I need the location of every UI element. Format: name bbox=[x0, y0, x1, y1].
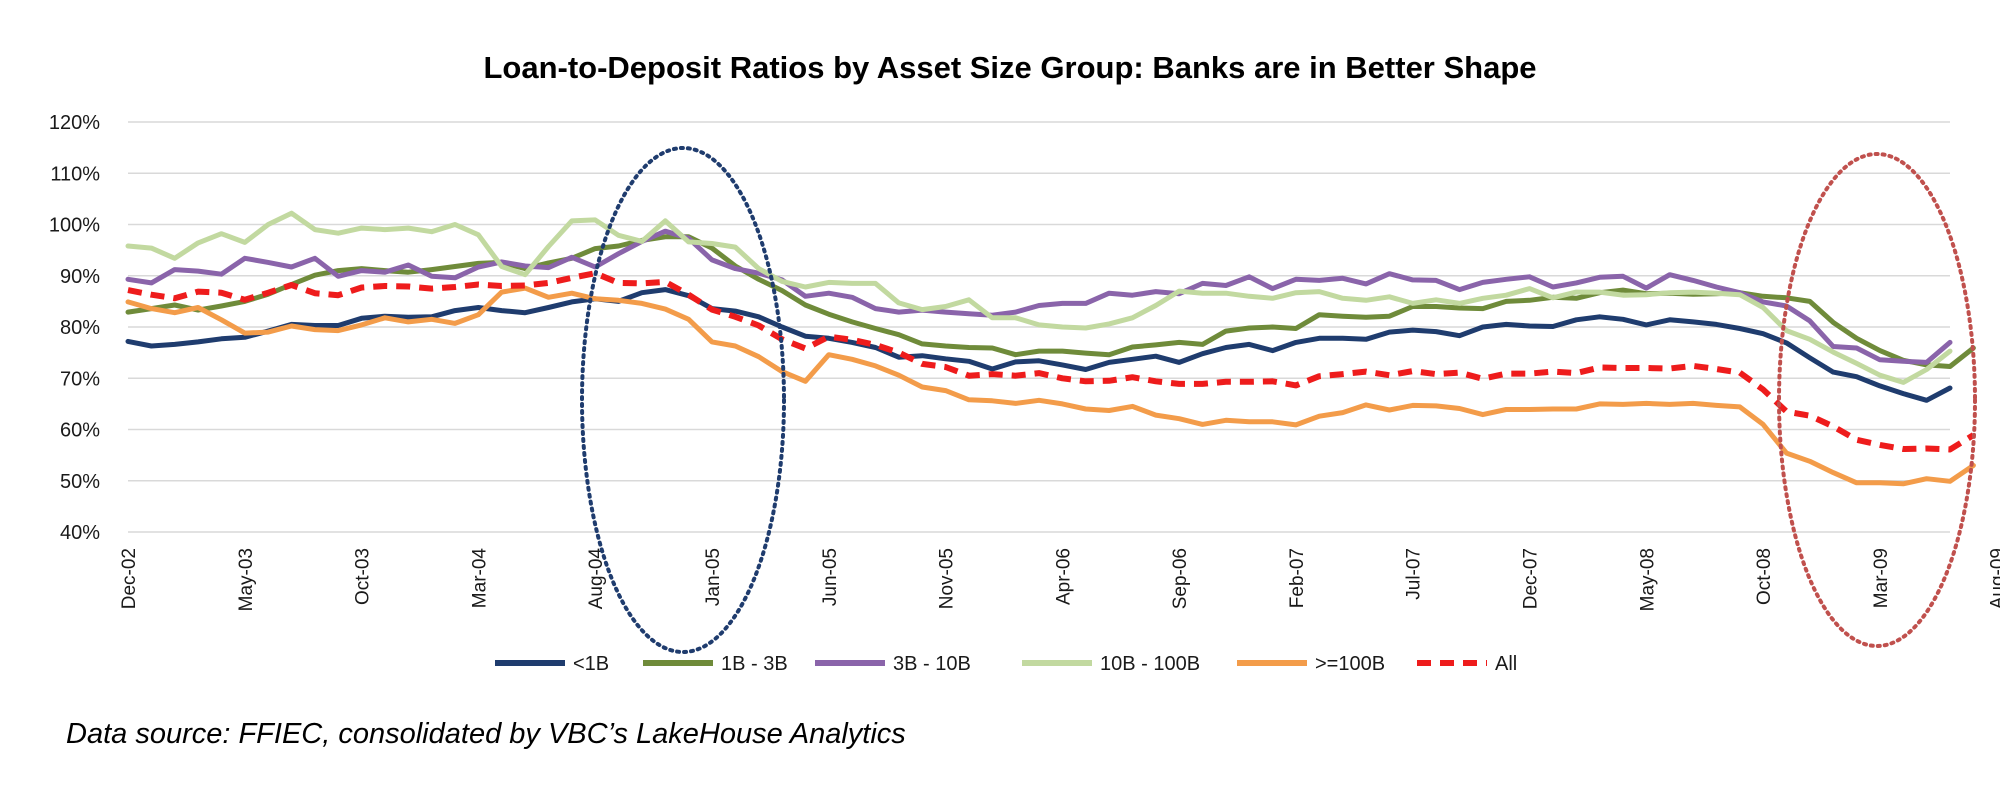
x-tick-label: Aug-04 bbox=[586, 548, 607, 610]
x-tick-label: Dec-02 bbox=[119, 548, 140, 609]
x-tick-label: Sep-06 bbox=[1170, 548, 1191, 609]
x-tick-label: Apr-06 bbox=[1053, 548, 1074, 605]
legend-label-b3to10: 3B - 10B bbox=[893, 653, 971, 675]
legend-label-ge100: >=100B bbox=[1315, 653, 1385, 675]
x-tick-label: Nov-05 bbox=[937, 548, 958, 609]
y-tick-label: 80% bbox=[60, 317, 100, 339]
y-tick-label: 100% bbox=[49, 215, 100, 237]
annotation-ellipse-2008 bbox=[580, 146, 786, 654]
x-tick-label: Feb-07 bbox=[1287, 548, 1308, 608]
y-tick-label: 90% bbox=[60, 266, 100, 288]
series-layer bbox=[125, 210, 1976, 487]
annotation-ellipse-2021 bbox=[1777, 152, 1977, 648]
x-tick-label: Mar-04 bbox=[469, 548, 490, 609]
x-tick-label: Aug-09 bbox=[1988, 548, 2000, 609]
x-axis-ticks: Dec-02 May-03 Oct-03 Mar-04 Aug-04 Jan-05 Jun-… bbox=[119, 548, 2000, 612]
series-line-b3to10 bbox=[125, 228, 1953, 365]
series-line-b10to100 bbox=[125, 210, 1953, 385]
x-tick-label: Oct-08 bbox=[1754, 548, 1775, 605]
x-tick-label: Jun-05 bbox=[820, 548, 841, 606]
legend-label-all: All bbox=[1495, 653, 1517, 675]
x-tick-label: Jan-05 bbox=[703, 548, 724, 606]
x-tick-label: Jul-07 bbox=[1404, 548, 1425, 600]
x-tick-label: Dec-07 bbox=[1521, 548, 1542, 609]
x-tick-label: May-08 bbox=[1637, 548, 1658, 611]
y-tick-label: 40% bbox=[60, 522, 100, 544]
series-line-lt1b bbox=[125, 287, 1953, 403]
x-tick-label: Mar-09 bbox=[1871, 548, 1892, 608]
x-tick-label: Oct-03 bbox=[353, 548, 374, 605]
y-axis-ticks: 40% 50% 60% 70% 80% 90% 100% 110% 120% bbox=[49, 112, 100, 544]
legend-label-b10to100: 10B - 100B bbox=[1100, 653, 1200, 675]
legend-label-b1to3: 1B - 3B bbox=[721, 653, 788, 675]
y-tick-label: 110% bbox=[50, 163, 100, 185]
x-tick-label: May-03 bbox=[236, 548, 257, 611]
y-tick-label: 70% bbox=[60, 368, 100, 390]
y-tick-label: 50% bbox=[60, 471, 100, 493]
data-source-note: Data source: FFIEC, consolidated by VBC’… bbox=[66, 718, 906, 750]
legend: <1B 1B - 3B 3B - 10B 10B - 100B >=100B All bbox=[495, 653, 1517, 675]
series-line-ge100 bbox=[125, 285, 1976, 487]
chart-title: Loan-to-Deposit Ratios by Asset Size Gro… bbox=[483, 50, 1536, 85]
series-line-b1to3 bbox=[125, 234, 1976, 369]
y-tick-label: 120% bbox=[49, 112, 100, 134]
annotation-layer bbox=[580, 146, 1977, 654]
y-tick-label: 60% bbox=[60, 420, 100, 442]
legend-label-lt1b: <1B bbox=[573, 653, 609, 675]
